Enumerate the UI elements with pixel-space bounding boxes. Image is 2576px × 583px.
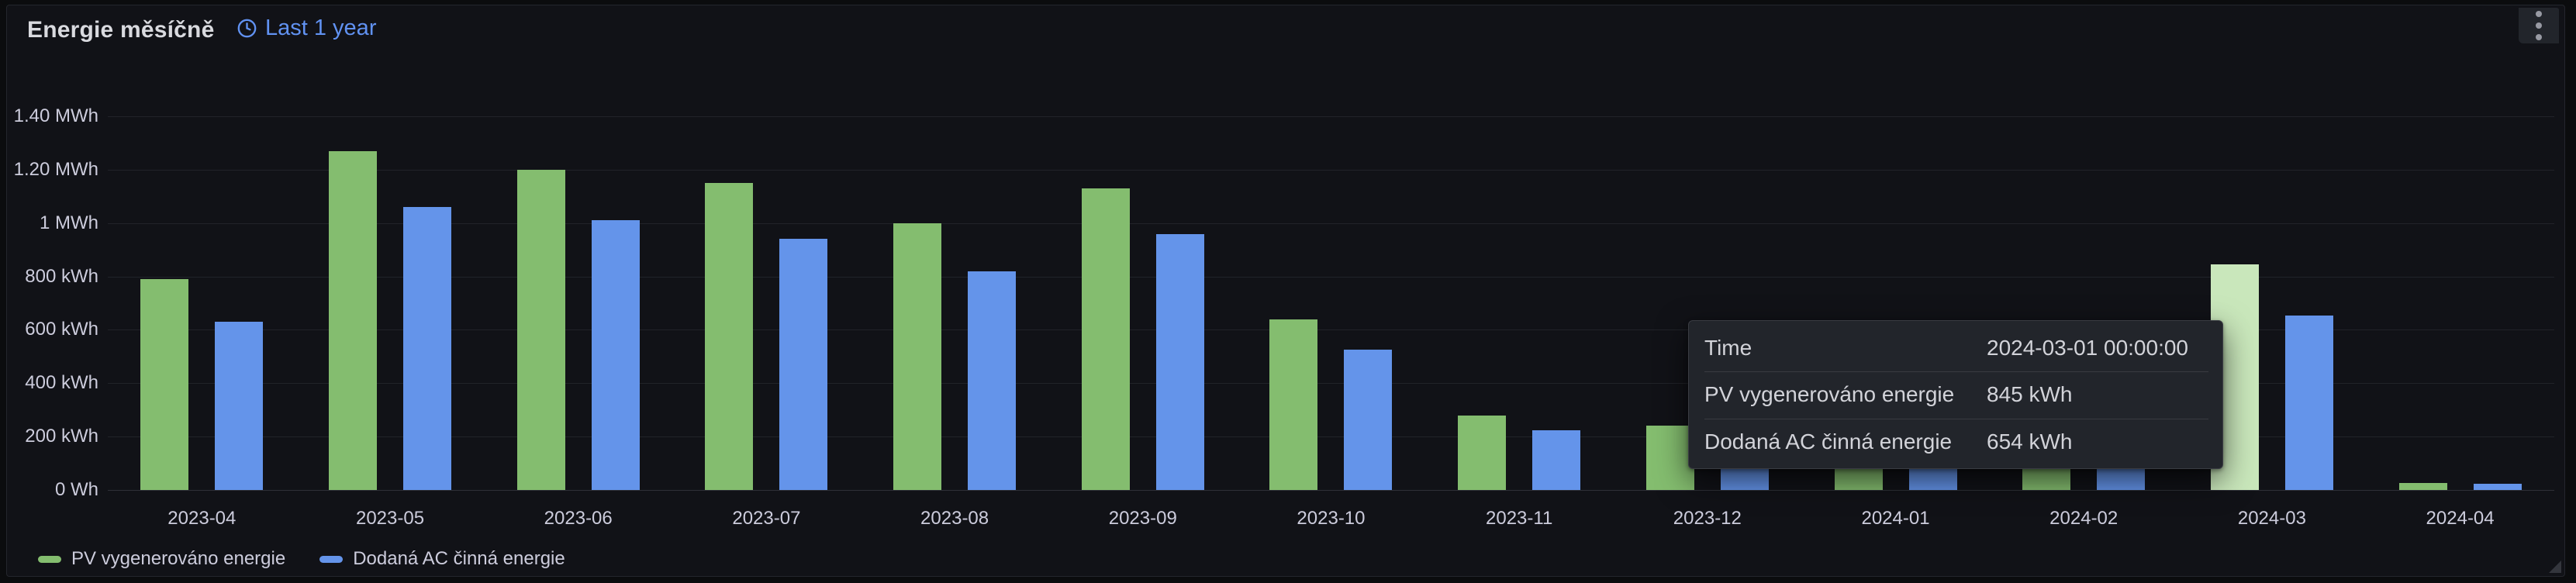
bar-group-2024-03	[2178, 116, 2367, 490]
gridline-400	[108, 383, 2554, 385]
bar-2023-10-pv[interactable]	[1269, 319, 1318, 490]
bar-group-2023-08	[861, 116, 1049, 490]
time-range-control[interactable]: Last 1 year	[237, 16, 376, 41]
tooltip-row: Time 2024-03-01 00:00:00	[1704, 326, 2208, 371]
tooltip-row-label: Time	[1704, 335, 1752, 360]
y-tick-label: 1.20 MWh	[13, 158, 98, 180]
tooltip-row-value: 654 kWh	[1987, 429, 2073, 454]
bar-groups	[108, 116, 2554, 490]
panel-menu-button[interactable]	[2519, 8, 2559, 43]
x-tick-label-2023-07: 2023-07	[732, 508, 801, 529]
bar-group-2023-06	[484, 116, 672, 490]
gridline-1200	[108, 169, 2554, 171]
x-axis-labels: 2023-04 2023-05 2023-06 2023-07 2023-08 2023-…	[108, 508, 2554, 530]
bar-2023-05-pv[interactable]	[329, 150, 378, 490]
bar-2023-04-ac[interactable]	[215, 322, 264, 490]
panel-header: Energie měsíčně Last 1 year	[7, 5, 2564, 53]
x-tick-label-2024-01: 2024-01	[1861, 508, 1930, 529]
time-range-label: Last 1 year	[265, 16, 377, 40]
tooltip-row-label: PV vygenerováno energie	[1704, 382, 1955, 406]
bar-2023-06-pv[interactable]	[516, 169, 565, 490]
legend-swatch-icon	[319, 555, 344, 563]
bar-2023-07-pv[interactable]	[705, 183, 754, 490]
bar-group-2023-05	[296, 116, 485, 490]
x-tick-label-2023-10: 2023-10	[1297, 508, 1366, 529]
gridline-0	[108, 490, 2554, 491]
y-tick-label: 1 MWh	[39, 212, 98, 233]
legend-label: PV vygenerováno energie	[71, 548, 286, 569]
x-tick-label-2023-11: 2023-11	[1486, 508, 1553, 529]
bar-2023-05-ac[interactable]	[403, 207, 452, 490]
tooltip-row: PV vygenerováno energie 845 kWh	[1704, 371, 2208, 417]
bar-group-2024-04	[2366, 116, 2554, 490]
legend-item[interactable]: Dodaná AC činná energie	[319, 548, 565, 570]
bar-2023-04-pv[interactable]	[140, 279, 189, 490]
x-tick-label-2023-06: 2023-06	[544, 508, 613, 529]
tooltip-row-label: Dodaná AC činná energie	[1704, 429, 1953, 454]
y-axis-labels: 0 Wh 200 kWh 400 kWh 600 kWh 800 kWh 1 MWh 1.2…	[7, 105, 98, 500]
bar-group-2023-04	[108, 116, 296, 490]
bar-2024-03-ac[interactable]	[2284, 315, 2333, 490]
legend-swatch-icon	[38, 555, 61, 563]
y-tick-label: 800 kWh	[25, 265, 98, 287]
bar-2023-11-ac[interactable]	[1532, 429, 1581, 490]
bar-2023-08-pv[interactable]	[893, 223, 942, 490]
bar-2023-11-pv[interactable]	[1458, 415, 1507, 490]
bar-2024-04-pv[interactable]	[2398, 483, 2447, 490]
y-tick-label: 600 kWh	[25, 319, 98, 340]
kebab-menu-icon	[2536, 11, 2542, 17]
bar-2023-06-ac[interactable]	[591, 220, 640, 490]
bar-2023-08-ac[interactable]	[968, 271, 1017, 490]
kebab-menu-icon	[2536, 22, 2542, 29]
clock-icon	[237, 19, 257, 38]
bar-2023-07-ac[interactable]	[779, 239, 828, 490]
panel-title[interactable]: Energie měsíčně	[27, 17, 215, 43]
y-tick-label: 0 Wh	[54, 479, 98, 500]
bar-chart-plot-area	[108, 116, 2554, 491]
y-tick-label: 400 kWh	[25, 372, 98, 394]
grafana-panel: Energie měsíčně Last 1 year 0 Wh 200 kWh 4…	[6, 5, 2565, 577]
x-tick-label-2023-08: 2023-08	[920, 508, 989, 529]
chart-legend: PV vygenerováno energie Dodaná AC činná e…	[38, 548, 565, 570]
gridline-800	[108, 276, 2554, 278]
x-tick-label-2023-12: 2023-12	[1673, 508, 1742, 529]
bar-2024-04-ac[interactable]	[2473, 484, 2522, 490]
bar-group-2023-10	[1237, 116, 1425, 490]
bar-group-2023-07	[672, 116, 861, 490]
x-tick-label-2023-09: 2023-09	[1108, 508, 1177, 529]
bar-2023-10-ac[interactable]	[1344, 350, 1393, 490]
tooltip-row: Dodaná AC činná energie 654 kWh	[1704, 418, 2208, 464]
tooltip-row-value: 2024-03-01 00:00:00	[1987, 335, 2188, 360]
gridline-200	[108, 436, 2554, 438]
x-tick-label-2023-05: 2023-05	[355, 508, 425, 529]
legend-label: Dodaná AC činná energie	[353, 548, 565, 569]
bar-group-2023-09	[1048, 116, 1237, 490]
tooltip-row-value: 845 kWh	[1987, 382, 2073, 406]
bar-2023-09-ac[interactable]	[1155, 233, 1204, 490]
x-tick-label-2024-04: 2024-04	[2426, 508, 2495, 529]
x-tick-label-2024-02: 2024-02	[2049, 508, 2118, 529]
bar-2023-12-pv[interactable]	[1645, 426, 1694, 490]
bar-2023-09-pv[interactable]	[1081, 188, 1130, 490]
kebab-menu-icon	[2536, 34, 2542, 40]
chart-tooltip: Time 2024-03-01 00:00:00 PV vygenerováno e…	[1688, 320, 2223, 469]
gridline-600	[108, 329, 2554, 331]
bar-group-2023-11	[1425, 116, 1614, 490]
panel-resize-handle[interactable]	[2549, 561, 2561, 573]
legend-item[interactable]: PV vygenerováno energie	[38, 548, 285, 570]
gridline-1400	[108, 116, 2554, 117]
y-tick-label: 1.40 MWh	[13, 105, 98, 126]
gridline-1000	[108, 223, 2554, 224]
y-tick-label: 200 kWh	[25, 426, 98, 447]
x-tick-label-2024-03: 2024-03	[2237, 508, 2306, 529]
x-tick-label-2023-04: 2023-04	[167, 508, 237, 529]
